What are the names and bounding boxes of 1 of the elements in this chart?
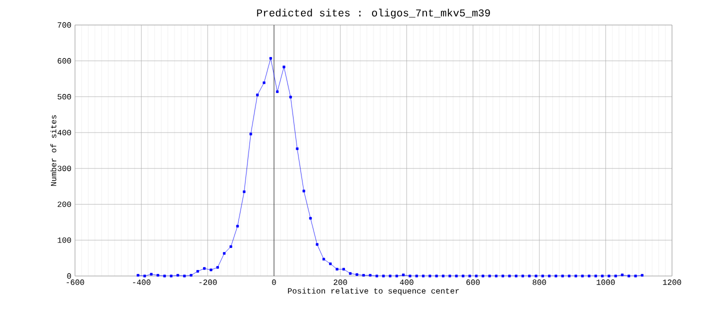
chart-title: Predicted sites : oligos_7nt_mkv5_m39: [257, 8, 490, 19]
